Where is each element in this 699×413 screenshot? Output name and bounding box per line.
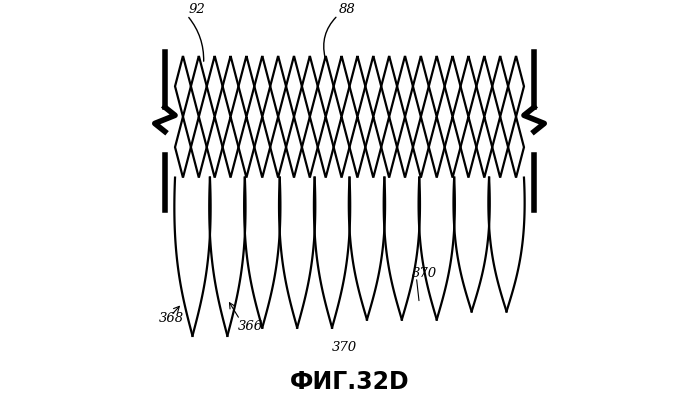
Text: 366: 366 <box>238 319 263 332</box>
Text: 370: 370 <box>412 266 438 279</box>
Text: ФИГ.32D: ФИГ.32D <box>289 369 410 393</box>
Text: 92: 92 <box>189 3 206 16</box>
Text: 88: 88 <box>339 3 356 16</box>
Text: 370: 370 <box>332 340 357 353</box>
Text: 368: 368 <box>159 311 184 324</box>
